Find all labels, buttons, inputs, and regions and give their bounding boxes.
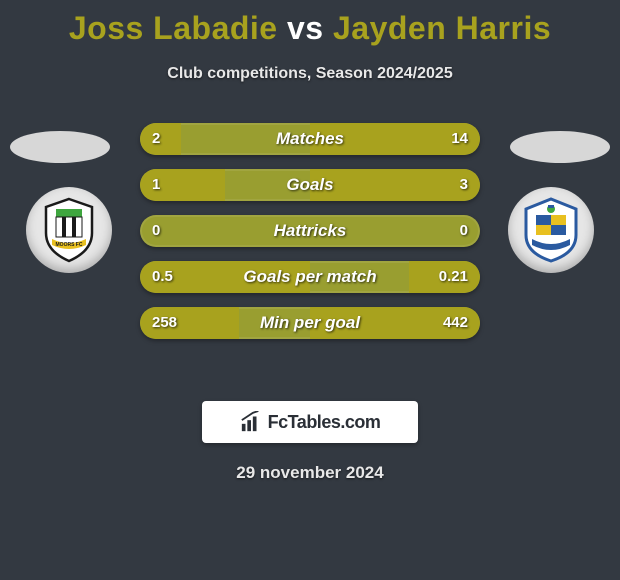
stat-value-right: 0.21	[439, 261, 468, 293]
brand-text: FcTables.com	[268, 412, 381, 433]
crest-right-icon	[516, 195, 586, 265]
stat-label: Matches	[140, 123, 480, 155]
player2-photo-placeholder	[510, 131, 610, 163]
stat-value-right: 14	[451, 123, 468, 155]
stat-bar: 0Hattricks0	[140, 215, 480, 247]
player2-club-crest	[508, 187, 594, 273]
player1-club-crest: MOORS FC	[26, 187, 112, 273]
stat-bar: 0.5Goals per match0.21	[140, 261, 480, 293]
brand-logo: FcTables.com	[202, 401, 418, 443]
stat-value-right: 3	[460, 169, 468, 201]
stat-value-right: 442	[443, 307, 468, 339]
vs-label: vs	[287, 10, 324, 46]
svg-text:MOORS FC: MOORS FC	[56, 242, 83, 248]
stat-bars: 2Matches14 1Goals3 0Hattricks0 0.5Goals per…	[140, 123, 480, 339]
stat-value-right: 0	[460, 215, 468, 247]
stat-bar: 2Matches14	[140, 123, 480, 155]
comparison-content: MOORS FC 2Matches14 1Goals3 0Hattricks0 0.5…	[0, 123, 620, 383]
stat-bar: 258Min per goal442	[140, 307, 480, 339]
date: 29 november 2024	[0, 463, 620, 483]
crest-left-icon: MOORS FC	[34, 195, 104, 265]
stat-bar: 1Goals3	[140, 169, 480, 201]
player2-name: Jayden Harris	[333, 10, 551, 46]
stat-label: Goals per match	[140, 261, 480, 293]
player1-photo-placeholder	[10, 131, 110, 163]
page-title: Joss Labadie vs Jayden Harris	[0, 0, 620, 47]
subtitle: Club competitions, Season 2024/2025	[0, 65, 620, 83]
chart-icon	[240, 411, 262, 433]
stat-label: Goals	[140, 169, 480, 201]
stat-label: Hattricks	[140, 215, 480, 247]
player1-name: Joss Labadie	[69, 10, 278, 46]
stat-label: Min per goal	[140, 307, 480, 339]
